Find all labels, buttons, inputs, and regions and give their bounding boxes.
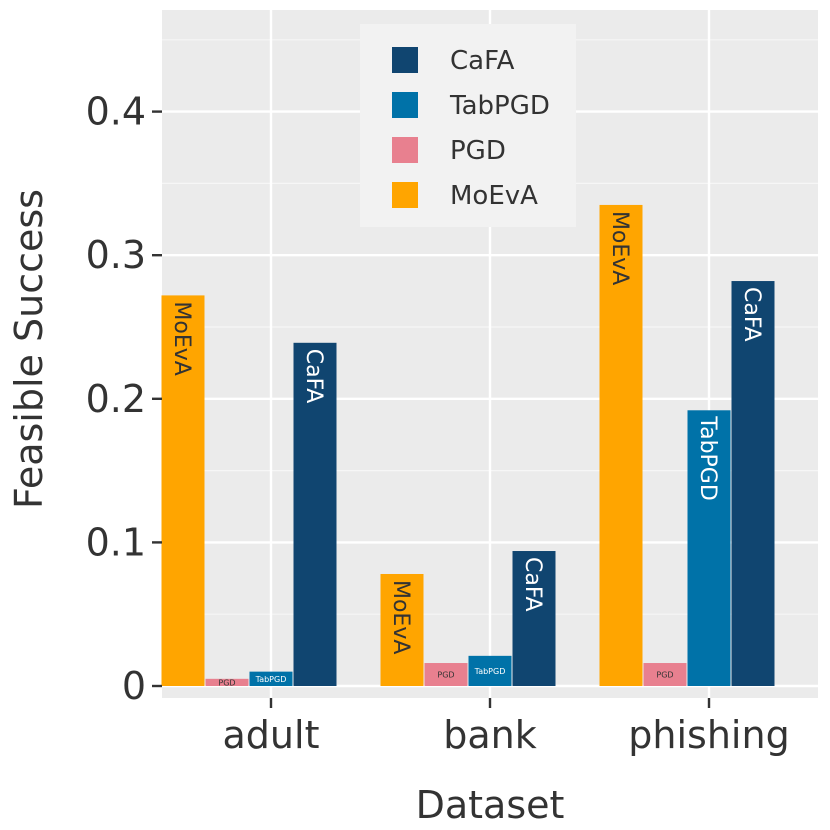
x-tick-label-phishing: phishing <box>628 713 789 757</box>
bar-label-moeva-adult: MoEvA <box>169 301 194 375</box>
y-tick-label: 0.1 <box>86 520 146 564</box>
x-tick-label-adult: adult <box>223 713 320 757</box>
y-axis-title: Feasible Success <box>7 189 51 509</box>
bar-label-pgd-adult: PGD <box>218 678 235 687</box>
bar-label-pgd-phishing: PGD <box>656 671 673 680</box>
legend-label-moeva: MoEvA <box>450 181 538 211</box>
bar-moeva-phishing <box>599 204 643 686</box>
legend-label-tabpgd: TabPGD <box>449 91 550 121</box>
bar-cafa-phishing <box>731 281 775 686</box>
bar-label-cafa-bank: CaFA <box>520 557 545 612</box>
legend-swatch-cafa <box>392 47 418 73</box>
legend-swatch-tabpgd <box>392 92 418 118</box>
legend-swatch-moeva <box>392 182 418 208</box>
bar-pgd-bank <box>424 663 468 686</box>
bar-cafa-adult <box>293 342 337 686</box>
y-tick-label: 0.4 <box>86 90 146 134</box>
legend-label-cafa: CaFA <box>450 46 515 76</box>
y-tick-label: 0 <box>122 664 146 708</box>
bar-label-pgd-bank: PGD <box>437 671 454 680</box>
bar-label-cafa-adult: CaFA <box>301 349 326 404</box>
y-tick-label: 0.3 <box>86 233 146 277</box>
bar-label-tabpgd-adult: TabPGD <box>255 675 287 684</box>
bar-pgd-adult <box>205 678 249 686</box>
axes: 0 0.1 0.2 0.3 0.4 adult bank phishing <box>86 90 790 757</box>
bar-pgd-phishing <box>643 663 687 686</box>
bar-moeva-adult <box>161 295 205 686</box>
bar-cafa-bank <box>512 551 556 686</box>
bar-tabpgd-phishing <box>687 410 731 686</box>
bar-label-cafa-phishing: CaFA <box>739 287 764 342</box>
x-axis-title: Dataset <box>416 783 565 827</box>
bar-tabpgd-adult <box>249 671 293 686</box>
bar-label-moeva-phishing: MoEvA <box>607 211 632 285</box>
bar-label-tabpgd-phishing: TabPGD <box>695 415 720 501</box>
bar-tabpgd-bank <box>468 655 512 686</box>
y-tick-label: 0.2 <box>86 377 146 421</box>
bar-moeva-bank <box>380 573 424 686</box>
legend-swatch-pgd <box>392 137 418 163</box>
bar-label-moeva-bank: MoEvA <box>388 580 413 654</box>
bars <box>161 204 775 686</box>
legend: CaFA TabPGD PGD MoEvA <box>360 24 576 227</box>
x-tick-label-bank: bank <box>443 713 537 757</box>
bar-label-tabpgd-bank: TabPGD <box>474 667 506 676</box>
bar-labels: MoEvA MoEvA MoEvA PGD PGD PGD TabPGD TabPGD TabP… <box>169 211 764 687</box>
legend-label-pgd: PGD <box>450 136 506 166</box>
